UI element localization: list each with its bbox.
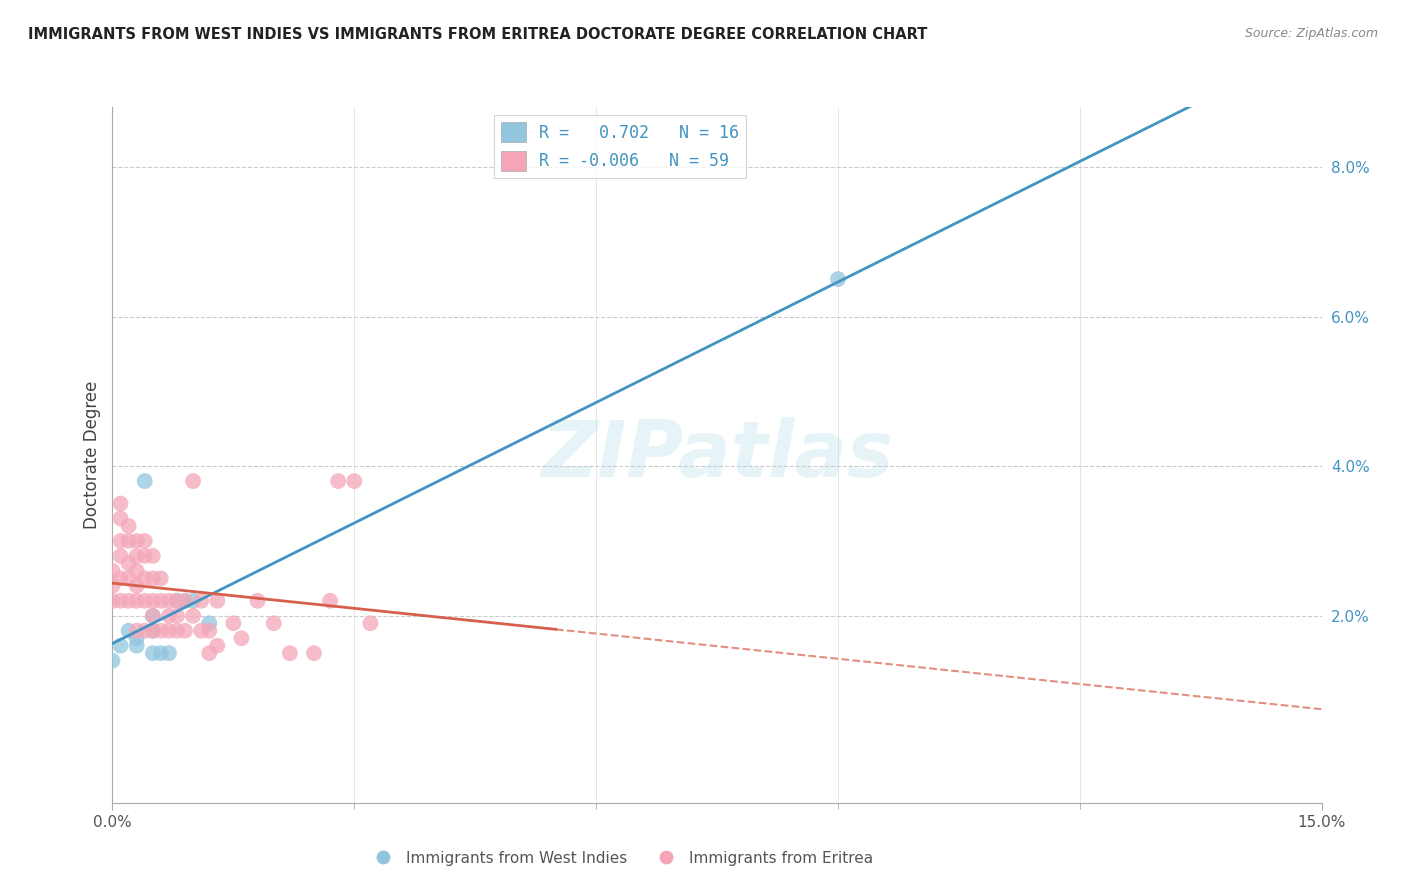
Point (149, 646, 172, 660)
Point (101, 579, 124, 593)
Point (134, 533, 156, 548)
Point (174, 624, 197, 638)
Legend: Immigrants from West Indies, Immigrants from Eritrea: Immigrants from West Indies, Immigrants … (361, 845, 879, 871)
Point (134, 594, 156, 608)
Point (125, 549, 148, 563)
Point (174, 594, 197, 608)
Point (166, 594, 188, 608)
Point (359, 616, 381, 631)
Point (110, 571, 132, 585)
Point (101, 564, 124, 578)
Point (142, 608, 165, 623)
Point (166, 608, 188, 623)
Point (343, 474, 366, 488)
Point (125, 564, 148, 578)
Point (157, 646, 180, 660)
Point (125, 624, 148, 638)
Point (117, 571, 139, 585)
Point (117, 533, 139, 548)
Point (328, 474, 350, 488)
Point (134, 549, 156, 563)
Y-axis label: Doctorate Degree: Doctorate Degree (83, 381, 101, 529)
Point (198, 616, 221, 631)
Point (110, 639, 132, 653)
Text: Source: ZipAtlas.com: Source: ZipAtlas.com (1244, 27, 1378, 40)
Point (101, 594, 124, 608)
Point (125, 533, 148, 548)
Point (110, 533, 132, 548)
Point (198, 624, 221, 638)
Point (157, 624, 180, 638)
Point (190, 624, 212, 638)
Point (125, 594, 148, 608)
Point (110, 549, 132, 563)
Point (181, 474, 204, 488)
Point (117, 557, 139, 571)
Point (134, 624, 156, 638)
Point (142, 571, 165, 585)
Point (278, 646, 301, 660)
Point (181, 608, 204, 623)
Point (263, 616, 285, 631)
Point (231, 631, 253, 645)
Point (198, 646, 221, 660)
Point (110, 594, 132, 608)
Point (190, 594, 212, 608)
Text: ZIPatlas: ZIPatlas (541, 417, 893, 493)
Point (302, 646, 325, 660)
Point (134, 474, 156, 488)
Point (142, 646, 165, 660)
Point (117, 519, 139, 533)
Point (157, 594, 180, 608)
Point (117, 624, 139, 638)
Point (117, 594, 139, 608)
Point (125, 631, 148, 645)
Point (827, 272, 849, 286)
Point (166, 594, 188, 608)
Point (149, 624, 172, 638)
Point (101, 654, 124, 668)
Point (125, 579, 148, 593)
Point (246, 594, 269, 608)
Point (134, 571, 156, 585)
Point (142, 608, 165, 623)
Point (149, 594, 172, 608)
Point (166, 624, 188, 638)
Point (207, 594, 229, 608)
Point (149, 571, 172, 585)
Point (142, 594, 165, 608)
Point (110, 511, 132, 525)
Point (222, 616, 245, 631)
Point (181, 594, 204, 608)
Point (142, 624, 165, 638)
Point (110, 497, 132, 511)
Point (157, 608, 180, 623)
Point (174, 594, 197, 608)
Point (142, 624, 165, 638)
Text: IMMIGRANTS FROM WEST INDIES VS IMMIGRANTS FROM ERITREA DOCTORATE DEGREE CORRELAT: IMMIGRANTS FROM WEST INDIES VS IMMIGRANT… (28, 27, 928, 42)
Point (207, 639, 229, 653)
Point (319, 594, 342, 608)
Point (125, 639, 148, 653)
Point (142, 549, 165, 563)
